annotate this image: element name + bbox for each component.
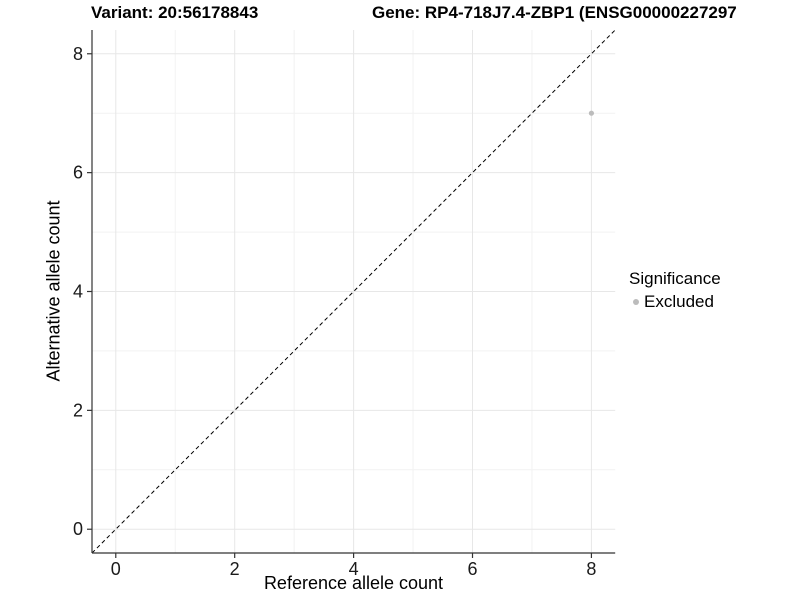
y-tick-label: 8 [73, 44, 83, 64]
plot-title-variant: Variant: 20:56178843 [91, 3, 259, 22]
x-axis-label: Reference allele count [263, 573, 444, 593]
x-tick-label: 6 [468, 559, 478, 579]
legend: Significance Excluded [629, 269, 721, 312]
y-tick-label: 0 [73, 519, 83, 539]
y-tick-label: 6 [73, 163, 83, 183]
data-point [588, 110, 595, 116]
plot-title-gene: Gene: RP4-718J7.4-ZBP1 (ENSG00000227297 [372, 3, 737, 22]
x-tick-label: 8 [586, 559, 596, 579]
x-tick-label: 4 [349, 559, 359, 579]
y-tick-label: 2 [73, 400, 83, 420]
legend-title: Significance [629, 269, 721, 288]
legend-entry-label: Excluded [644, 292, 714, 311]
x-tick-label: 2 [230, 559, 240, 579]
y-tick-label: 4 [73, 282, 83, 302]
identity-dashed-line [91, 29, 616, 554]
x-tick-label: 0 [111, 559, 121, 579]
legend-entry: Excluded [629, 292, 721, 312]
legend-point-icon [633, 299, 639, 305]
y-axis-label: Alternative allele count [43, 200, 64, 382]
